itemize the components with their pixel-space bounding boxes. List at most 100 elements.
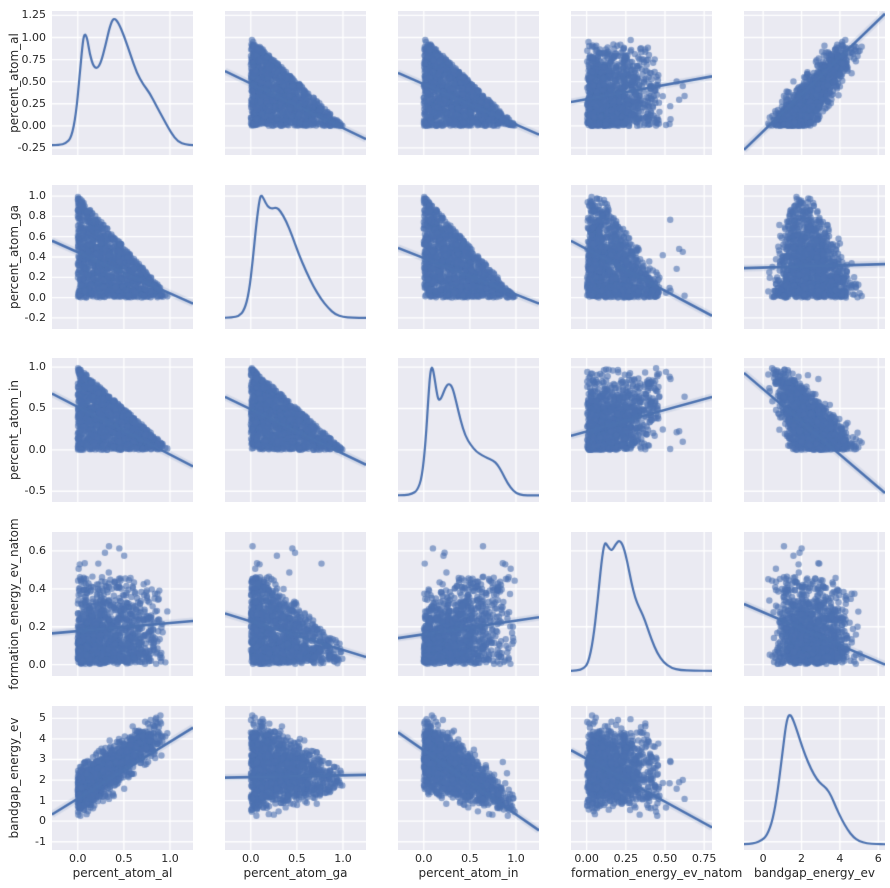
scatter-plot-1-4: [744, 185, 885, 329]
panel-bandgap_energy_ev-vs-bandgap_energy_ev: [744, 706, 885, 850]
scatter-plot-2-4: [744, 358, 885, 502]
scatter-plot-3-2: [398, 532, 539, 676]
y-tick-label: 0.0: [28, 442, 47, 456]
y-tick-label: 0.2: [28, 270, 47, 284]
panel-percent_atom_in-vs-formation_energy_ev_natom: [571, 358, 712, 502]
x-tick-label: 0.0: [242, 852, 260, 865]
y-tick-label: 0.6: [28, 543, 47, 557]
x-tick-label: 0: [759, 852, 767, 865]
x-tick-label: 1.0: [334, 852, 352, 865]
scatter-plot-0-3: [571, 11, 712, 155]
scatter-plot-3-0: [52, 532, 193, 676]
x-tick-label: 1.0: [507, 852, 525, 865]
x-axis-label-percent_atom_ga: percent_atom_ga: [243, 866, 348, 880]
y-tick-label: 0.50: [21, 74, 47, 88]
scatter-plot-0-1: [225, 11, 366, 155]
scatter-plot-1-3: [571, 185, 712, 329]
x-tick-label: 0.75: [691, 852, 717, 865]
scatter-plot-1-2: [398, 185, 539, 329]
panel-bandgap_energy_ev-vs-formation_energy_ev_natom: [571, 706, 712, 850]
y-tick-label: 3: [39, 752, 46, 766]
y-tick-label: -1: [35, 834, 46, 848]
y-tick-label: 4: [39, 731, 46, 745]
panel-percent_atom_al-vs-formation_energy_ev_natom: [571, 11, 712, 155]
y-tick-label: 0.4: [28, 581, 47, 595]
x-tick-label: 0.5: [461, 852, 479, 865]
panel-bandgap_energy_ev-vs-percent_atom_in: [398, 706, 539, 850]
y-tick-label: -0.5: [24, 484, 46, 498]
y-axis-label-bandgap_energy_ev: bandgap_energy_ev: [7, 717, 21, 839]
y-axis-label-percent_atom_al: percent_atom_al: [7, 33, 21, 133]
x-tick-label: 0.50: [652, 852, 678, 865]
x-axis-label-formation_energy_ev_natom: formation_energy_ev_natom: [571, 866, 743, 880]
panel-percent_atom_al-vs-percent_atom_ga: [225, 11, 366, 155]
panel-percent_atom_in-vs-percent_atom_in: [398, 358, 539, 502]
y-tick-label: 2: [39, 773, 46, 787]
x-tick-label: 1.0: [161, 852, 179, 865]
x-tick-label: 2: [798, 852, 806, 865]
y-tick-label: 0.0: [28, 290, 47, 304]
panel-bandgap_energy_ev-vs-percent_atom_ga: [225, 706, 366, 850]
x-tick-label: 0.5: [115, 852, 133, 865]
y-tick-label: 1.0: [28, 360, 47, 374]
y-tick-label: 1.00: [21, 30, 47, 44]
y-tick-label: 1.25: [21, 8, 47, 22]
y-tick-label: -0.2: [24, 310, 46, 324]
scatter-plot-2-0: [52, 358, 193, 502]
kde-plot-3-3: [571, 532, 712, 676]
panel-percent_atom_ga-vs-percent_atom_al: [52, 185, 193, 329]
y-tick-label: 1.0: [28, 189, 47, 203]
y-axis-label-percent_atom_in: percent_atom_in: [7, 380, 21, 480]
y-tick-label: 5: [39, 711, 46, 725]
y-tick-label: 0.00: [21, 118, 47, 132]
y-tick-label: 0.25: [21, 96, 47, 110]
kde-plot-4-4: [744, 706, 885, 850]
kde-plot-1-1: [225, 185, 366, 329]
panel-percent_atom_al-vs-bandgap_energy_ev: [744, 11, 885, 155]
kde-plot-2-2: [398, 358, 539, 502]
y-tick-label: 0.5: [28, 401, 47, 415]
scatter-plot-4-1: [225, 706, 366, 850]
panel-percent_atom_al-vs-percent_atom_in: [398, 11, 539, 155]
x-tick-label: 0.25: [613, 852, 639, 865]
y-tick-label: 0.8: [28, 209, 47, 223]
scatter-plot-4-0: [52, 706, 193, 850]
panel-percent_atom_in-vs-bandgap_energy_ev: [744, 358, 885, 502]
panel-percent_atom_ga-vs-formation_energy_ev_natom: [571, 185, 712, 329]
scatter-plot-2-3: [571, 358, 712, 502]
panel-formation_energy_ev_natom-vs-percent_atom_al: [52, 532, 193, 676]
panel-percent_atom_in-vs-percent_atom_ga: [225, 358, 366, 502]
y-tick-label: 1: [39, 793, 46, 807]
panel-percent_atom_ga-vs-percent_atom_in: [398, 185, 539, 329]
x-tick-label: 4: [836, 852, 844, 865]
panel-formation_energy_ev_natom-vs-formation_energy_ev_natom: [571, 532, 712, 676]
x-axis-label-percent_atom_in: percent_atom_in: [418, 866, 519, 880]
y-tick-label: 0: [39, 814, 46, 828]
kde-plot-0-0: [52, 11, 193, 155]
x-tick-label: 0.0: [415, 852, 433, 865]
y-tick-label: -0.25: [17, 140, 46, 154]
y-axis-label-percent_atom_ga: percent_atom_ga: [7, 204, 21, 310]
y-tick-label: 0.0: [28, 657, 47, 671]
x-axis-label-bandgap_energy_ev: bandgap_energy_ev: [753, 866, 876, 880]
x-tick-label: 0.5: [288, 852, 306, 865]
panel-percent_atom_ga-vs-bandgap_energy_ev: [744, 185, 885, 329]
scatter-plot-4-3: [571, 706, 712, 850]
panel-bandgap_energy_ev-vs-percent_atom_al: [52, 706, 193, 850]
y-tick-label: 0.2: [28, 619, 47, 633]
x-axis-label-percent_atom_al: percent_atom_al: [72, 866, 173, 880]
panel-formation_energy_ev_natom-vs-bandgap_energy_ev: [744, 532, 885, 676]
scatter-plot-1-0: [52, 185, 193, 329]
panel-formation_energy_ev_natom-vs-percent_atom_ga: [225, 532, 366, 676]
y-tick-label: 0.4: [28, 250, 47, 263]
y-tick-label: 0.75: [21, 52, 47, 66]
panel-percent_atom_ga-vs-percent_atom_ga: [225, 185, 366, 329]
panel-percent_atom_al-vs-percent_atom_al: [52, 11, 193, 155]
scatter-plot-3-4: [744, 532, 885, 676]
panel-formation_energy_ev_natom-vs-percent_atom_in: [398, 532, 539, 676]
y-axis-label-formation_energy_ev_natom: formation_energy_ev_natom: [7, 518, 21, 690]
x-tick-label: 0.0: [69, 852, 87, 865]
scatter-plot-3-1: [225, 532, 366, 676]
scatter-plot-2-1: [225, 358, 366, 502]
